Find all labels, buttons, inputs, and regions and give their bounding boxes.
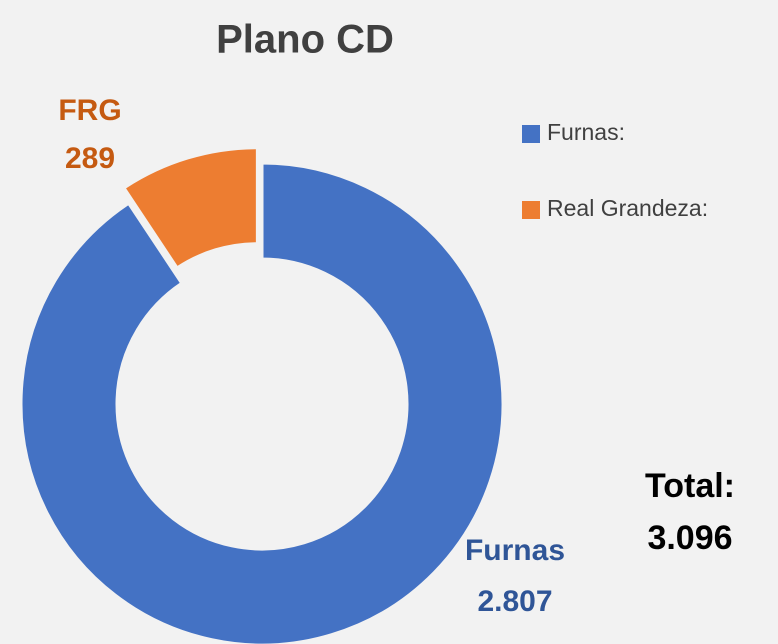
donut-slice (19, 161, 505, 644)
data-label-value: 289 (65, 142, 115, 175)
donut-slice (121, 146, 259, 270)
total-label: Total: (645, 467, 735, 505)
data-label-name: FRG (58, 94, 121, 127)
total-value: 3.096 (647, 519, 732, 557)
legend-label: Real Grandeza: (547, 195, 708, 221)
chart-title: Plano CD (216, 18, 394, 62)
data-label-value: 2.807 (477, 585, 552, 618)
legend-swatch (522, 201, 540, 219)
legend-label: Furnas: (547, 119, 625, 145)
legend-swatch (522, 125, 540, 143)
data-label-name: Furnas (465, 534, 565, 567)
